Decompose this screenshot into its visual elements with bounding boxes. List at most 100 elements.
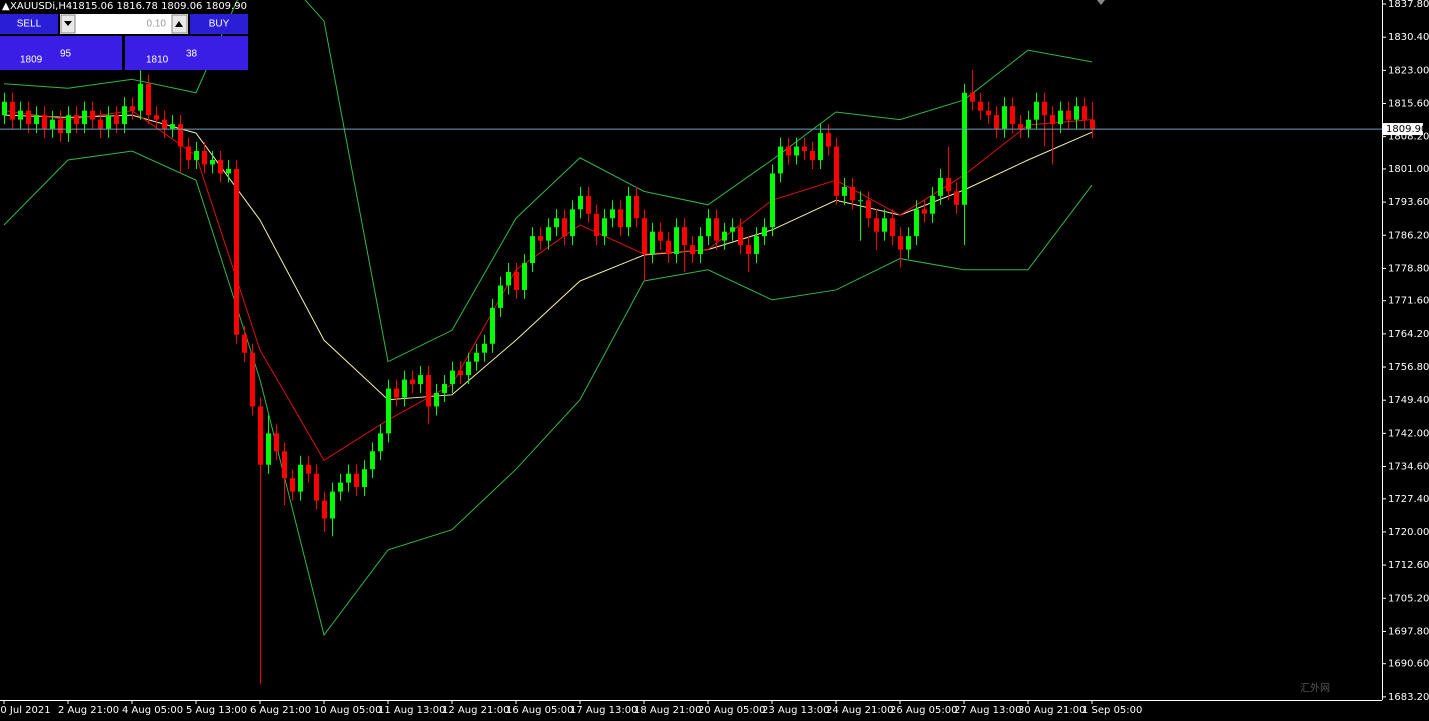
- candle-body: [434, 393, 439, 407]
- candle-body: [418, 375, 423, 385]
- candle-body: [98, 119, 103, 129]
- candle-body: [306, 464, 311, 474]
- candle-body: [522, 263, 527, 290]
- candle-body: [450, 370, 455, 385]
- candle-body: [986, 110, 991, 116]
- y-tick-label: 1815.60: [1388, 99, 1429, 110]
- y-tick-label: 1756.80: [1388, 362, 1429, 373]
- y-tick-label: 1778.80: [1388, 263, 1429, 274]
- candle-body: [426, 375, 431, 407]
- candle-body: [858, 200, 863, 202]
- candle-body: [818, 133, 823, 160]
- candle-body: [314, 473, 319, 501]
- candle-body: [722, 231, 727, 241]
- lot-box[interactable]: [60, 14, 188, 34]
- candle-body: [810, 151, 815, 160]
- y-tick-label: 1742.00: [1388, 428, 1429, 439]
- y-tick-label: 1734.60: [1388, 462, 1429, 473]
- candle-body: [882, 218, 887, 232]
- candle-body: [370, 451, 375, 470]
- candle-body: [378, 433, 383, 452]
- sell-label[interactable]: SELL: [17, 19, 42, 30]
- candle-body: [978, 101, 983, 111]
- candle-body: [42, 115, 47, 129]
- candle-body: [962, 92, 967, 205]
- candle-body: [642, 218, 647, 255]
- candle-body: [794, 146, 799, 156]
- x-tick-label: 30 Aug 21:00: [1018, 705, 1085, 716]
- buy-price-box[interactable]: [125, 36, 248, 70]
- candle-body: [514, 272, 519, 290]
- candle-body: [410, 379, 415, 385]
- sell-price-box[interactable]: [0, 36, 122, 70]
- sell-button[interactable]: [0, 14, 58, 34]
- candle-body: [162, 119, 167, 129]
- y-tick-label: 1749.40: [1388, 395, 1429, 406]
- candle-body: [58, 119, 63, 134]
- candle-body: [466, 361, 471, 376]
- candle-body: [762, 227, 767, 237]
- buy-price-small[interactable]: 38: [186, 49, 198, 60]
- sell-price-small[interactable]: 95: [60, 49, 72, 60]
- candle-body: [1074, 106, 1079, 120]
- candle-body: [802, 146, 807, 152]
- x-tick-label: 20 Aug 05:00: [698, 705, 765, 716]
- y-tick-label: 1697.80: [1388, 626, 1429, 637]
- candle-body: [826, 133, 831, 147]
- price-label-box: [1383, 123, 1423, 136]
- candle-body: [442, 384, 447, 394]
- candle-body: [266, 433, 271, 465]
- trade-panel: SELL 0.10 BUY 1809 95 1810 38: [0, 14, 248, 70]
- candle-body: [1082, 106, 1087, 120]
- candle-body: [530, 236, 535, 264]
- candle-body: [138, 83, 143, 111]
- y-tick-label: 1808.20: [1388, 132, 1429, 143]
- candle-body: [866, 200, 871, 219]
- buy-button[interactable]: [190, 14, 248, 34]
- candle-body: [258, 406, 263, 465]
- y-tick-label: 1793.60: [1388, 197, 1429, 208]
- candle-body: [618, 209, 623, 228]
- candle-body: [290, 478, 295, 492]
- y-tick-label: 1690.60: [1388, 659, 1429, 670]
- candle-body: [1018, 124, 1023, 129]
- buy-price-big[interactable]: 1810: [146, 55, 169, 66]
- y-tick-label: 1720.00: [1388, 527, 1429, 538]
- candle-body: [74, 115, 79, 125]
- candle-body: [666, 240, 671, 255]
- y-tick-label: 1801.00: [1388, 164, 1429, 175]
- plot-area: [0, 0, 1382, 685]
- candle-body: [754, 236, 759, 255]
- candle-body: [586, 195, 591, 214]
- candle-body: [890, 218, 895, 237]
- candle-body: [778, 146, 783, 174]
- candle-body: [834, 146, 839, 196]
- candle-body: [298, 464, 303, 492]
- candle-body: [898, 236, 903, 250]
- x-tick-label: 6 Aug 21:00: [250, 705, 311, 716]
- candle-body: [1090, 119, 1095, 130]
- x-tick-label: 4 Aug 05:00: [122, 705, 183, 716]
- candle-body: [234, 168, 239, 335]
- y-tick-label: 1771.60: [1388, 296, 1429, 307]
- sell-price-big[interactable]: 1809: [20, 55, 43, 66]
- candle-body: [906, 236, 911, 250]
- candle-body: [546, 227, 551, 241]
- lot-value[interactable]: 0.10: [147, 19, 167, 30]
- candle-body: [554, 218, 559, 228]
- y-tick-label: 1764.20: [1388, 329, 1429, 340]
- y-tick-label: 1683.20: [1388, 692, 1429, 703]
- candle-body: [938, 177, 943, 196]
- candle-body: [202, 151, 207, 165]
- candle-body: [922, 209, 927, 214]
- candle-body: [594, 213, 599, 237]
- buy-label[interactable]: BUY: [209, 19, 230, 30]
- x-tick-label: 26 Aug 05:00: [890, 705, 957, 716]
- x-tick-label: 18 Aug 21:00: [634, 705, 701, 716]
- candle-body: [498, 285, 503, 308]
- candle-body: [154, 115, 159, 120]
- y-tick-label: 1837.80: [1388, 0, 1429, 10]
- price-label: 1809.90: [1386, 124, 1427, 135]
- candle-body: [10, 101, 15, 120]
- candle-body: [538, 236, 543, 241]
